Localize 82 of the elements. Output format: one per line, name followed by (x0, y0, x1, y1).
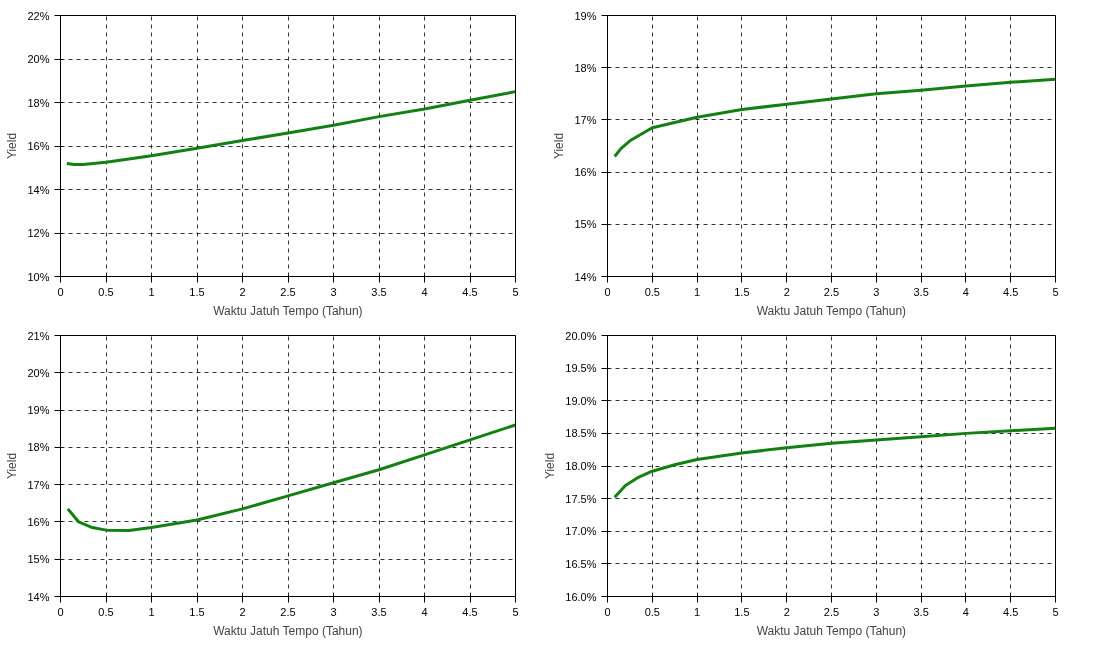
x-tick-label: 2.5 (280, 285, 296, 298)
x-tick-label: 5 (512, 605, 519, 618)
y-tick-label: 18% (27, 96, 50, 109)
x-tick-label: 4.5 (1003, 605, 1019, 618)
x-tick-label: 3 (873, 285, 880, 298)
x-tick-label: 0 (604, 285, 611, 298)
x-tick-label: 4 (421, 605, 428, 618)
x-tick-label: 4.5 (1003, 285, 1019, 298)
y-tick-label: 18% (27, 441, 50, 454)
x-tick-label: 3 (330, 605, 337, 618)
x-tick-label: 3 (873, 605, 880, 618)
x-tick-label: 3.5 (371, 605, 387, 618)
x-tick-label: 5 (1052, 285, 1059, 298)
x-tick-label: 4.5 (462, 285, 478, 298)
x-tick-label: 0.5 (644, 285, 660, 298)
y-tick-label: 19% (574, 9, 597, 22)
y-axis-title: Yield (5, 132, 20, 160)
x-tick-label: 1.5 (189, 605, 205, 618)
x-tick-label: 1 (148, 285, 155, 298)
x-axis-title: Waktu Jatuh Tempo (Tahun) (756, 303, 907, 318)
x-tick-label: 3.5 (371, 285, 387, 298)
y-axis-title: Yield (552, 132, 567, 160)
x-tick-label: 1 (148, 605, 155, 618)
x-tick-label: 2 (239, 605, 246, 618)
y-tick-label: 14% (27, 590, 50, 603)
x-tick-label: 1 (694, 285, 701, 298)
x-tick-label: 0.5 (98, 285, 114, 298)
y-tick-label: 18.0% (565, 460, 597, 472)
x-tick-label: 0 (57, 285, 64, 298)
x-tick-label: 1 (694, 605, 701, 618)
y-tick-label: 20.0% (565, 329, 597, 342)
x-axis-title: Waktu Jatuh Tempo (Tahun) (756, 623, 907, 638)
y-tick-label: 22% (27, 9, 50, 22)
x-tick-label: 2 (239, 285, 246, 298)
y-tick-label: 16% (27, 140, 50, 152)
x-tick-label: 1.5 (734, 285, 750, 298)
y-axis-title: Yield (5, 452, 20, 480)
x-axis-title: Waktu Jatuh Tempo (Tahun) (213, 623, 363, 638)
x-tick-label: 0 (57, 605, 64, 618)
y-tick-label: 17% (27, 478, 50, 491)
x-tick-label: 1.5 (189, 285, 205, 298)
x-tick-label: 2 (783, 285, 790, 298)
x-tick-label: 4 (962, 605, 969, 618)
y-tick-label: 10% (27, 270, 50, 283)
x-tick-label: 2 (783, 605, 790, 618)
x-axis-title: Waktu Jatuh Tempo (Tahun) (213, 303, 363, 318)
y-tick-label: 17.5% (565, 492, 597, 505)
x-tick-label: 4 (962, 285, 969, 298)
x-tick-label: 4.5 (462, 605, 478, 618)
y-tick-label: 19.5% (565, 362, 597, 375)
x-tick-label: 3.5 (913, 285, 929, 298)
y-tick-label: 15% (27, 553, 50, 566)
x-tick-label: 0.5 (644, 605, 660, 618)
x-tick-label: 2.5 (280, 605, 296, 618)
x-tick-label: 5 (1052, 605, 1059, 618)
y-tick-label: 17.0% (565, 525, 597, 538)
x-tick-label: 2.5 (823, 605, 840, 618)
y-tick-label: 19% (27, 404, 50, 417)
x-tick-label: 1.5 (734, 605, 750, 618)
x-tick-label: 2.5 (823, 285, 840, 298)
y-tick-label: 18.5% (565, 427, 597, 440)
y-tick-label: 21% (27, 329, 50, 342)
y-axis-title: Yield (543, 452, 558, 480)
x-tick-label: 0.5 (98, 605, 114, 618)
x-tick-label: 3.5 (913, 605, 929, 618)
y-tick-label: 14% (574, 270, 597, 283)
x-tick-label: 5 (512, 285, 519, 298)
x-tick-label: 3 (330, 285, 337, 298)
x-tick-label: 4 (421, 285, 428, 298)
y-tick-label: 16% (574, 166, 597, 179)
y-tick-label: 17% (574, 113, 597, 126)
y-tick-label: 20% (27, 366, 50, 379)
y-tick-label: 16% (27, 515, 50, 528)
y-tick-label: 20% (27, 53, 50, 65)
x-tick-label: 0 (604, 605, 611, 618)
y-tick-label: 16.5% (565, 557, 597, 570)
y-tick-label: 15% (574, 218, 597, 231)
y-tick-label: 12% (27, 227, 50, 239)
y-tick-label: 14% (27, 183, 50, 196)
y-tick-label: 19.0% (565, 394, 597, 407)
y-tick-label: 16.0% (565, 590, 597, 603)
y-tick-label: 18% (574, 61, 597, 74)
